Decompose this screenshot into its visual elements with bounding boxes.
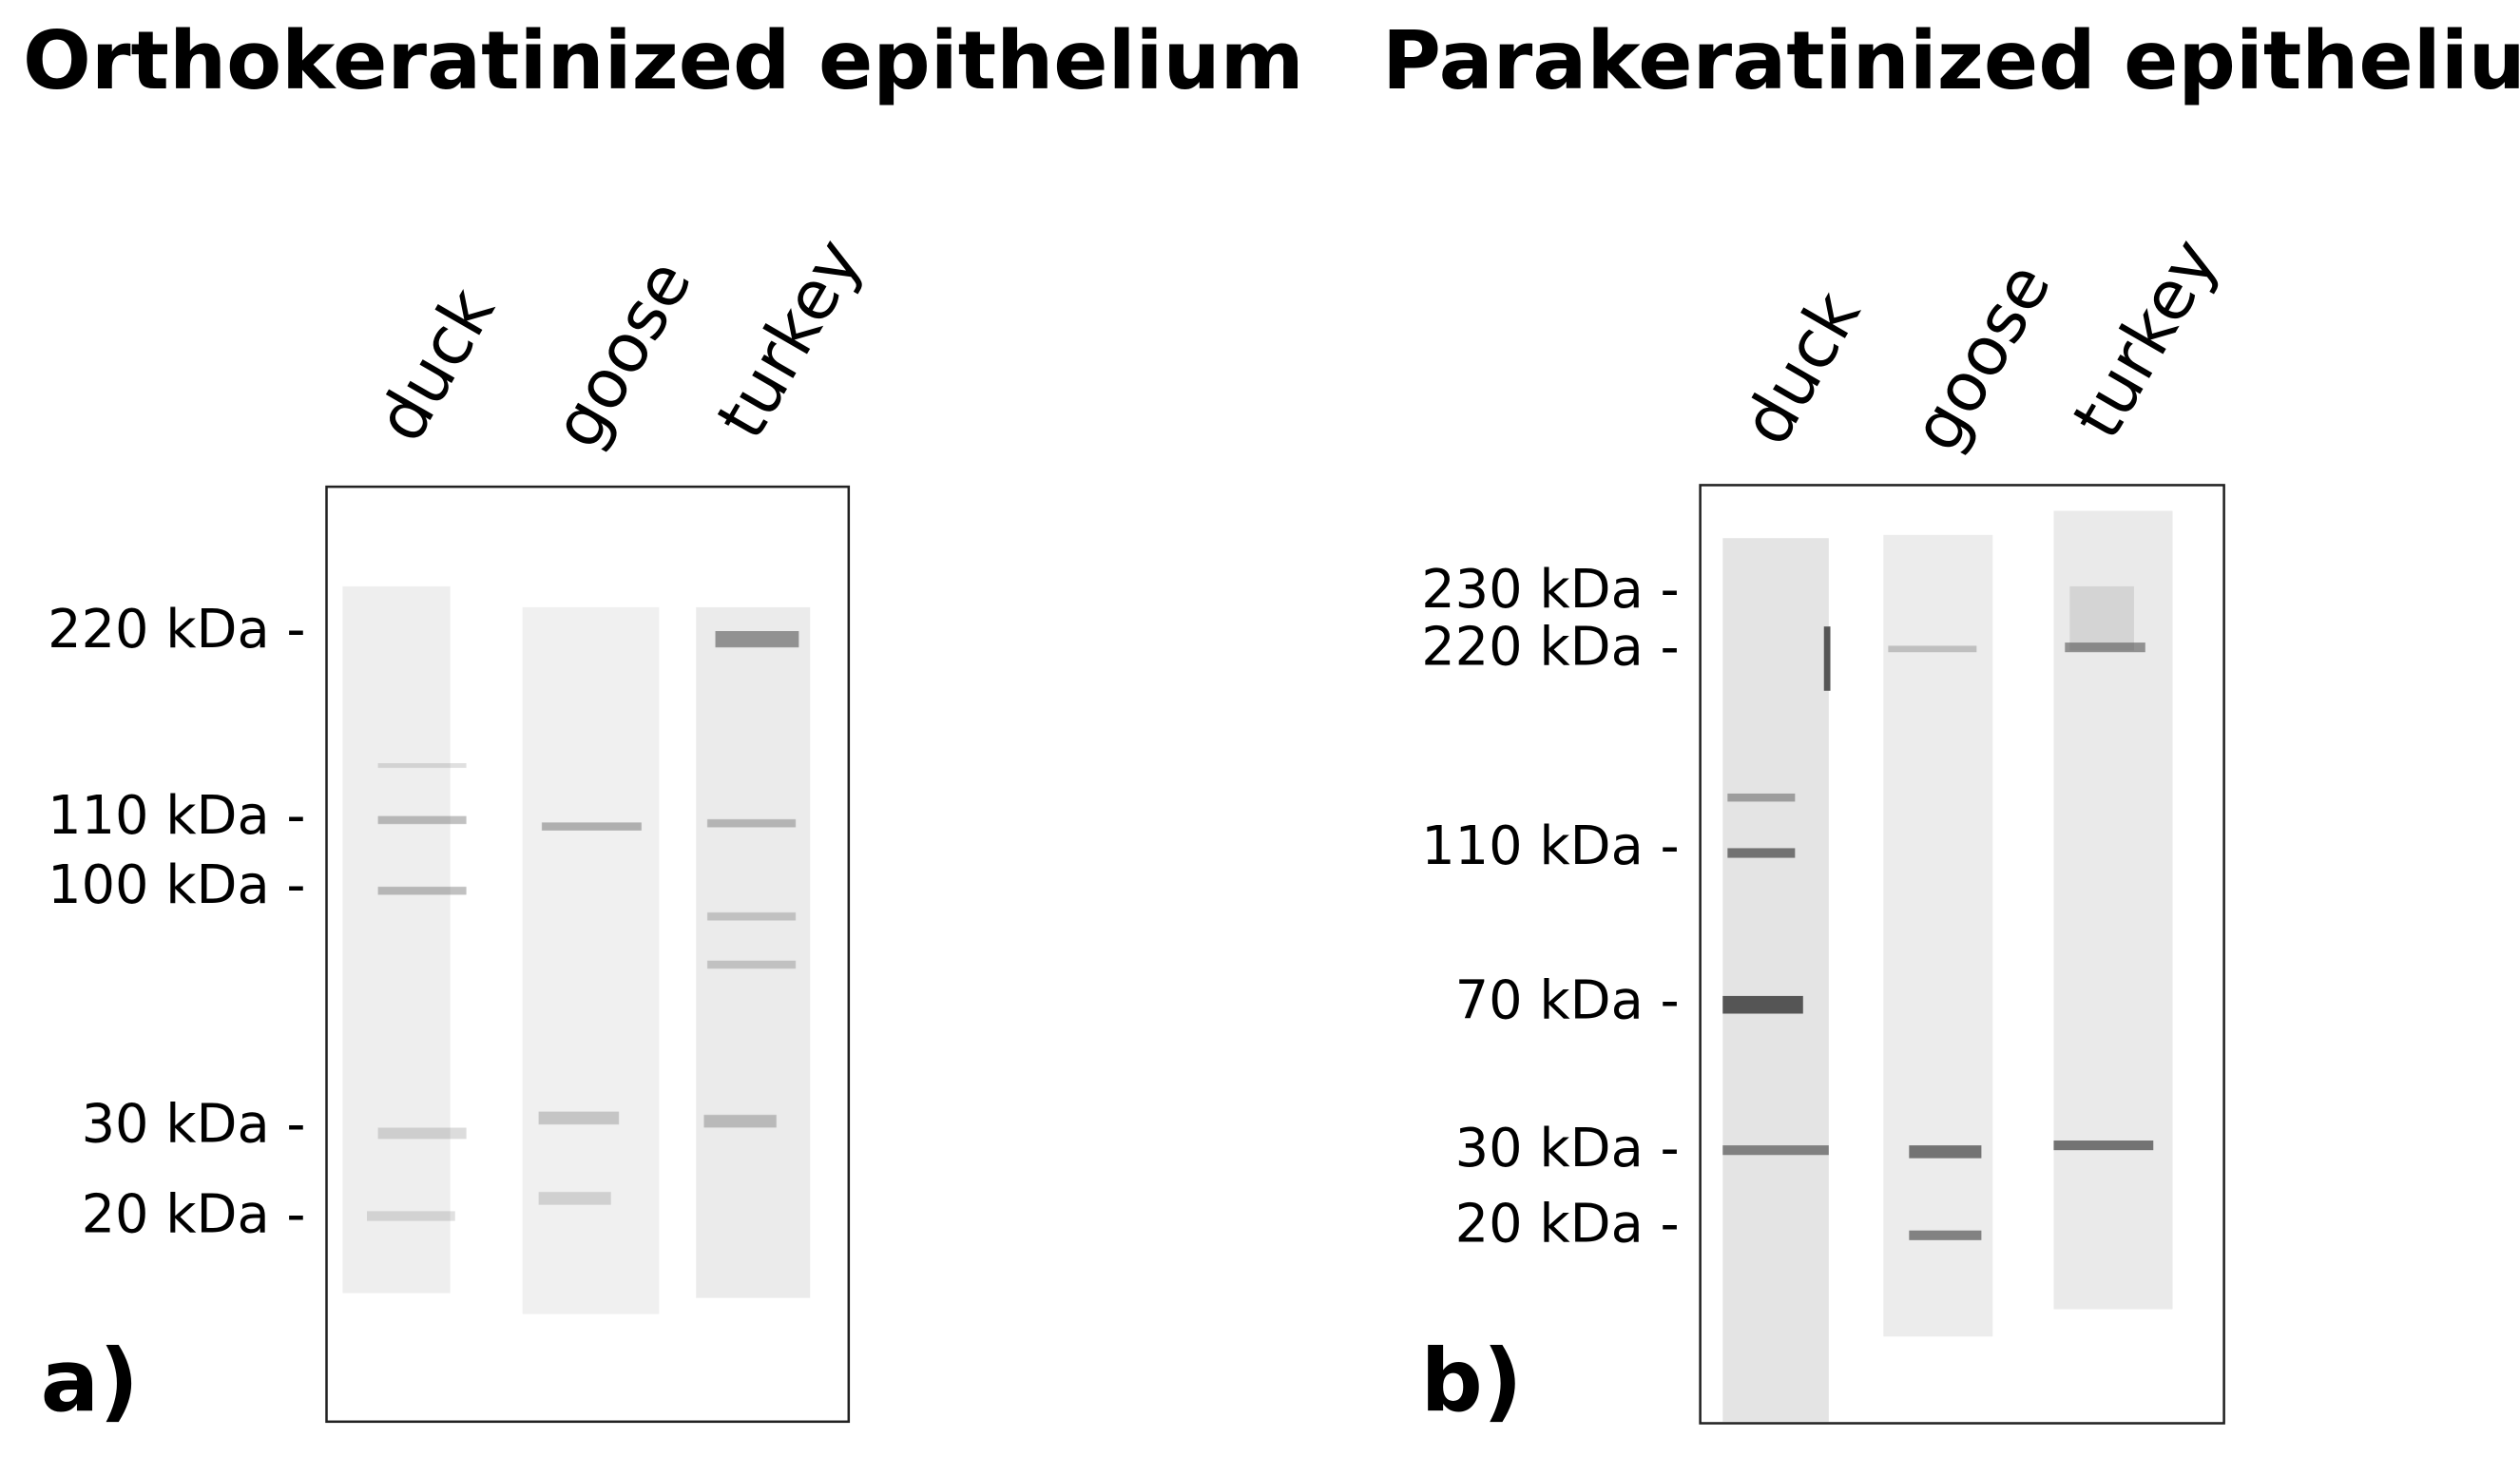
- marker-label: 230 kDa -: [1421, 559, 1679, 621]
- lane-label: turkey: [2057, 226, 2233, 451]
- lane-label: goose: [537, 247, 706, 462]
- panel-b: Parakeratinized epithelium duck goose tu…: [1382, 14, 2520, 1431]
- marker-label: 110 kDa -: [48, 785, 305, 847]
- panel-label: a): [41, 1330, 139, 1431]
- lane-strip: [342, 585, 451, 1294]
- panel-label: b): [1421, 1330, 1523, 1431]
- marker-label: 220 kDa -: [48, 599, 305, 661]
- panel-title: Parakeratinized epithelium: [1382, 14, 2520, 107]
- marker-label: 70 kDa -: [1455, 969, 1680, 1031]
- lane-label: goose: [1896, 250, 2066, 465]
- marker-label: 30 kDa -: [1455, 1118, 1680, 1179]
- lane-strip: [1883, 534, 1993, 1337]
- marker-label: 30 kDa -: [82, 1094, 306, 1156]
- lane-label: duck: [1726, 278, 1876, 458]
- lane-strip: [1722, 538, 1829, 1422]
- lane-strip: [696, 606, 811, 1298]
- lane-label: duck: [360, 276, 510, 455]
- marker-label: 110 kDa -: [1421, 815, 1679, 877]
- lane-strip: [522, 606, 660, 1314]
- marker-label: 100 kDa -: [48, 854, 305, 916]
- marker-label: 20 kDa -: [1455, 1193, 1680, 1255]
- marker-label: 20 kDa -: [82, 1183, 306, 1245]
- lane-label: turkey: [702, 226, 877, 451]
- panel-title: Orthokeratinized epithelium: [23, 14, 1304, 107]
- bands: [366, 631, 799, 1221]
- marker-label: 220 kDa -: [1421, 617, 1679, 679]
- panel-a: Orthokeratinized epithelium duck goose t…: [23, 14, 1304, 1431]
- bands: [1722, 585, 2154, 1240]
